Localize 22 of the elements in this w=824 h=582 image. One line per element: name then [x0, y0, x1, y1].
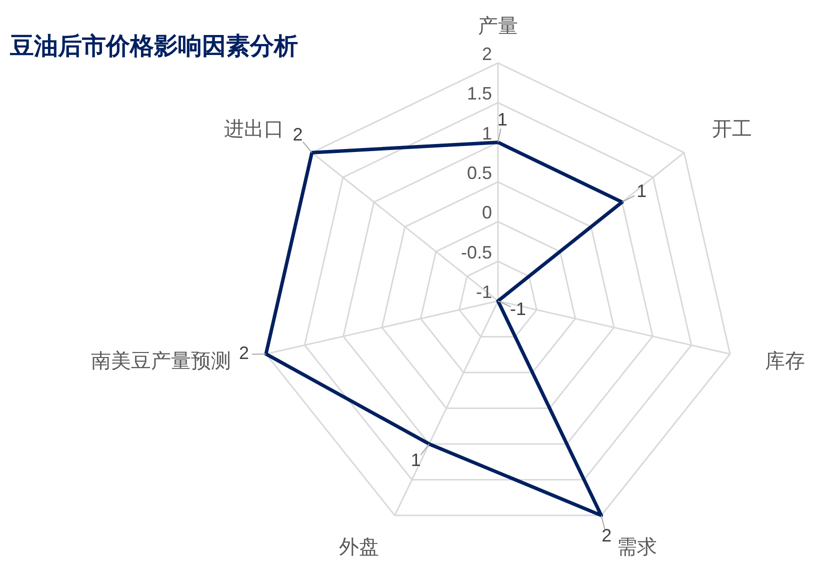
spoke-label: 外盘 — [339, 534, 380, 558]
spoke-label: 开工 — [712, 116, 752, 141]
data-label: 1 — [636, 180, 647, 201]
y-tick-label: 0 — [482, 202, 492, 223]
text: 豆油后市价格影响因素分析 — [9, 32, 298, 60]
spoke-label: 库存 — [765, 348, 806, 372]
data-label: 2 — [292, 124, 303, 144]
y-tick-label: 0.5 — [466, 163, 492, 183]
data-label: -1 — [510, 298, 526, 319]
spoke-label: 进出口 — [224, 116, 284, 141]
y-tick-label: 2 — [482, 44, 492, 64]
y-tick-label: -0.5 — [460, 242, 492, 262]
spoke-label: 产量 — [478, 13, 518, 38]
spoke-label: 南美豆产量预测 — [90, 348, 231, 372]
y-tick-label: -1 — [476, 282, 492, 302]
data-label: 2 — [602, 526, 612, 546]
data-label: 1 — [497, 110, 508, 130]
y-tick-label: 1.5 — [466, 84, 492, 104]
y-tick-label: 1 — [482, 123, 492, 144]
data-label: 2 — [238, 343, 249, 364]
data-label: 1 — [410, 450, 421, 470]
spoke-label: 需求 — [616, 534, 657, 558]
